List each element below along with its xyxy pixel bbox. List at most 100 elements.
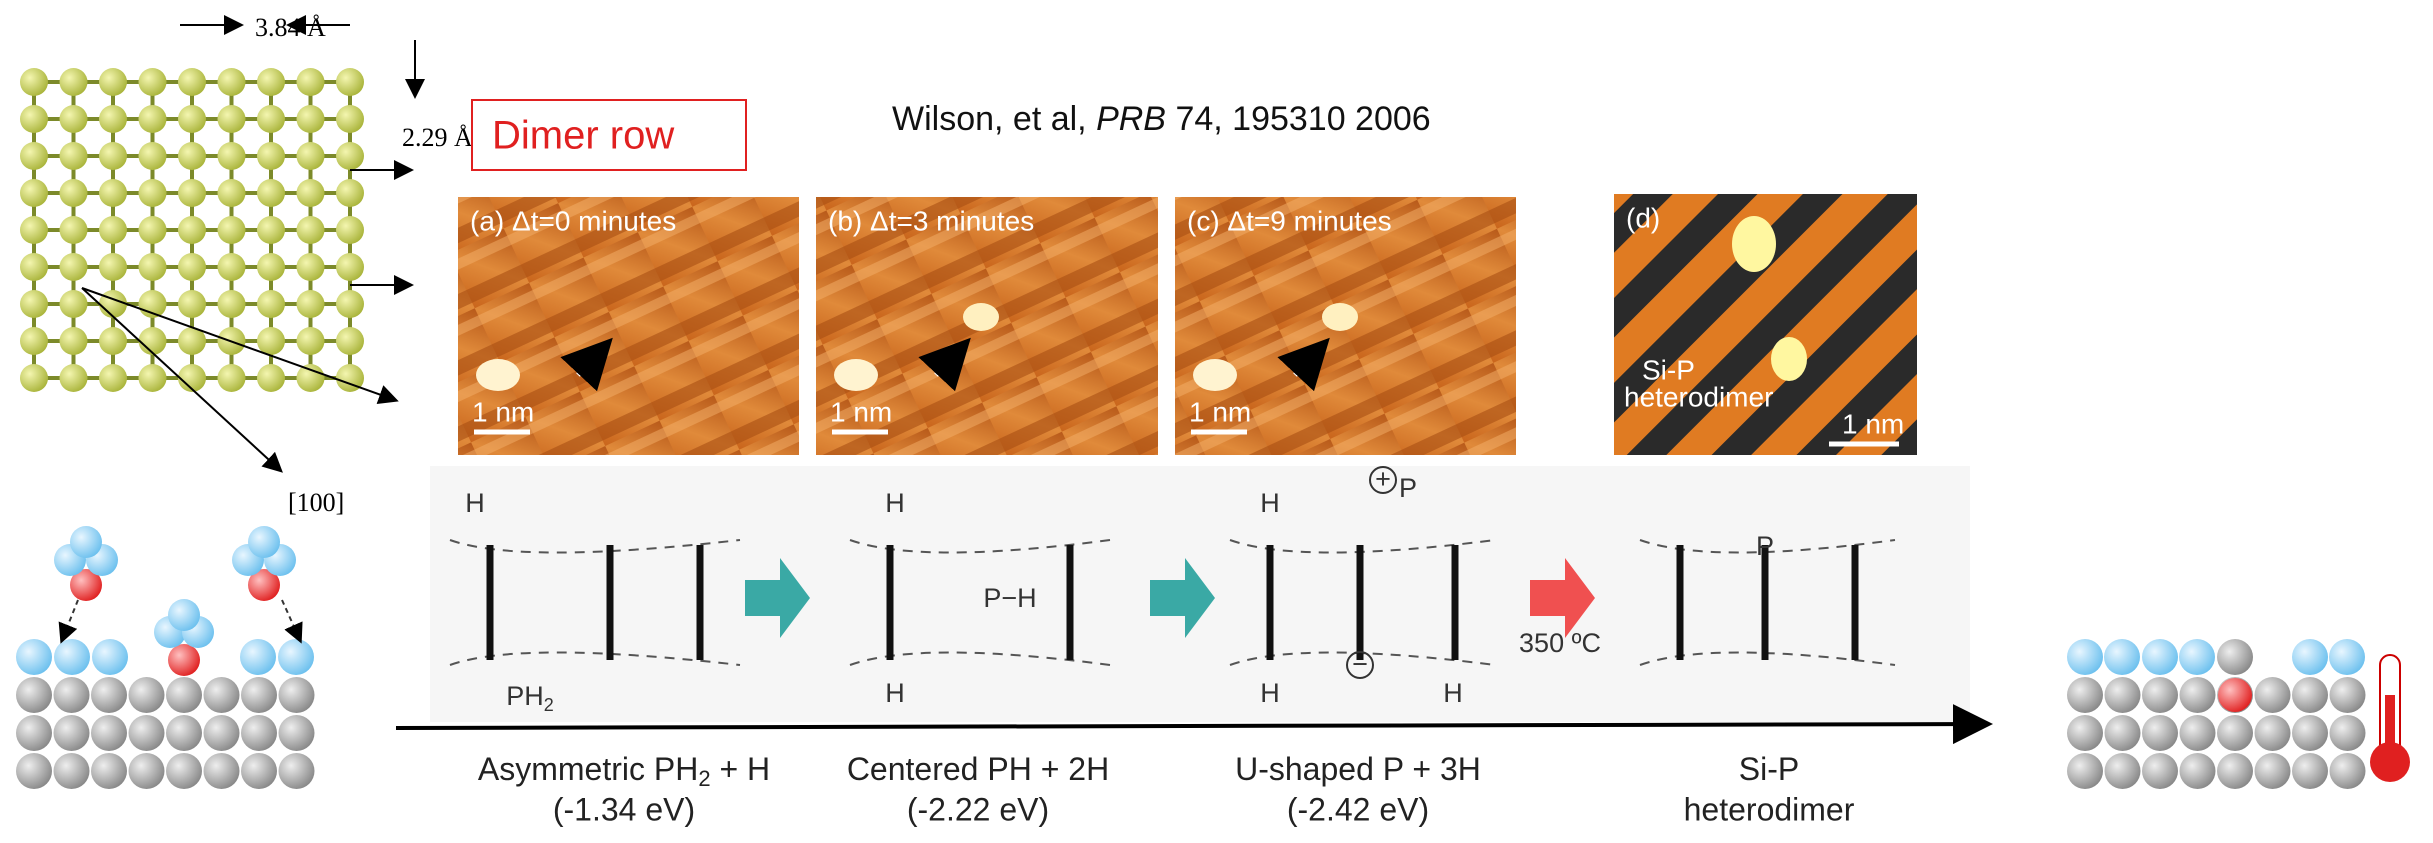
adsorbate [963,303,999,331]
atom [297,142,325,170]
si-atom [2142,677,2178,713]
dimer-spacing-label: 2.29 Å [402,123,473,152]
ph-text: PH [506,681,544,711]
h-atom [2179,639,2215,675]
atom [178,290,206,318]
citation-details: 74, 195310 2006 [1166,100,1431,138]
si-atom [2217,639,2253,675]
atom [60,290,88,318]
si-atom [2292,715,2328,751]
h-atom [54,639,90,675]
caption: Asymmetric PH2 + H [478,751,770,790]
thermometer-bulb [2370,742,2410,782]
atom-h: H [1260,488,1280,518]
atom [218,216,246,244]
si-atom [204,677,240,713]
citation-authors: Wilson, et al, [892,100,1096,138]
si-atom [2142,753,2178,789]
atom-h: H [885,488,905,518]
bright-spot [834,359,878,391]
panel-label: (a) Δt=0 minutes [470,205,676,236]
atom [99,179,127,207]
caption: Si-P [1739,751,1799,787]
atom [297,253,325,281]
atom [178,105,206,133]
si-atom [2105,753,2141,789]
caption-text: U-shaped P + 3H [1235,751,1481,787]
chemistry: HHHHHHPH2P−HP+−P350 ºC [430,464,1970,722]
atom [257,253,285,281]
desorb-arrow [282,600,300,640]
h-atom [278,639,314,675]
atom [20,364,48,392]
figure: 3.84 Å 2.29 Å Dimer row [100] Wilson, et… [0,0,2433,843]
atom [257,68,285,96]
h-atom [16,639,52,675]
atom [178,216,206,244]
atom [60,142,88,170]
caption-text: Si-P [1739,751,1799,787]
si-atom [166,677,202,713]
caption-energy: (-1.34 eV) [553,791,695,827]
si-atom [279,677,315,713]
atom [257,105,285,133]
si-atom [16,753,52,789]
si-atom [2105,677,2141,713]
atom [336,253,364,281]
si-atom [16,677,52,713]
atom [178,179,206,207]
panel-label: (d) [1626,202,1660,233]
heterodimer-spot [1771,337,1807,381]
phosphorus: P [1756,531,1774,561]
lattice [20,25,415,470]
atom [218,179,246,207]
atom [297,105,325,133]
temperature: 350 ºC [1519,628,1601,658]
panel-label: (b) Δt=3 minutes [828,205,1034,236]
atom [257,142,285,170]
si-atom [54,753,90,789]
si-atom [2067,677,2103,713]
atom [257,364,285,392]
atom [297,290,325,318]
si-atom [91,715,127,751]
atom [20,142,48,170]
caption-energy: (-2.42 eV) [1287,791,1429,827]
caption-energy: (-2.22 eV) [907,791,1049,827]
h-atom [2067,639,2103,675]
dimer-label: Dimer row [492,114,674,158]
atom [60,364,88,392]
si-atom [2142,715,2178,751]
atom [218,253,246,281]
atom-h: H [465,488,485,518]
atom [336,68,364,96]
atom [20,290,48,318]
atom [99,68,127,96]
si-atom [16,715,52,751]
scale-label: 1 nm [1842,408,1904,439]
p-atom [168,644,200,676]
atom [139,142,167,170]
atom [99,216,127,244]
si-atom [2292,677,2328,713]
si-atom [2180,753,2216,789]
si-atom [279,715,315,751]
si-atom [2217,715,2253,751]
scale-label: 1 nm [830,396,892,427]
atom [178,142,206,170]
atom [60,327,88,355]
h-atom [240,639,276,675]
si-atom [91,753,127,789]
atom [99,253,127,281]
progress-arrow [396,724,1985,728]
atom [297,216,325,244]
atom [297,327,325,355]
desorb-arrow [62,600,78,640]
atom [218,105,246,133]
si-atom [2255,753,2291,789]
atom [20,68,48,96]
atom [60,105,88,133]
si-atom [166,753,202,789]
h-atom [2292,639,2328,675]
atom [257,216,285,244]
